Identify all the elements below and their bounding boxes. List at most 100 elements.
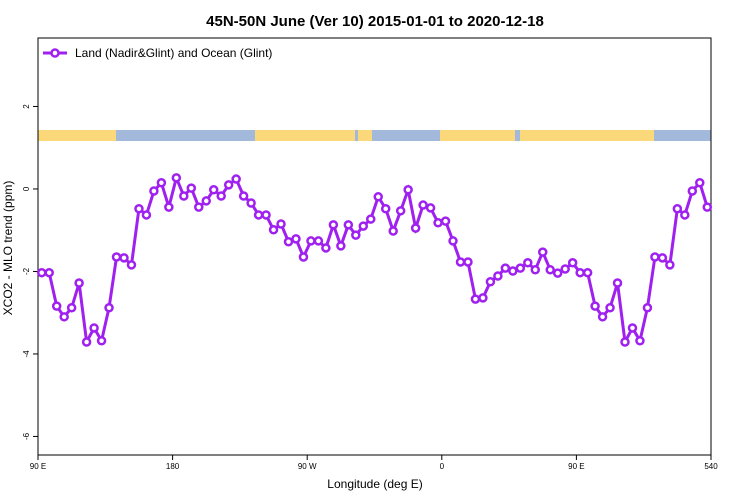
data-point bbox=[336, 241, 346, 251]
data-point bbox=[665, 260, 675, 270]
data-point bbox=[44, 267, 54, 278]
y-tick-label: 2 bbox=[22, 104, 31, 109]
data-point bbox=[455, 257, 466, 267]
data-point bbox=[493, 271, 503, 281]
legend-label: Land (Nadir&Glint) and Ocean (Glint) bbox=[75, 46, 272, 60]
data-point bbox=[515, 263, 526, 273]
data-point bbox=[575, 267, 585, 278]
x-tick-label: 0 bbox=[440, 462, 445, 471]
y-tick-label: 0 bbox=[22, 186, 31, 191]
data-point bbox=[74, 278, 84, 288]
x-tick-label: 180 bbox=[166, 462, 180, 471]
data-point bbox=[36, 267, 47, 278]
data-point bbox=[208, 185, 219, 195]
data-point bbox=[253, 210, 264, 220]
data-point bbox=[395, 206, 406, 216]
x-tick-label: 540 bbox=[704, 462, 718, 471]
data-point bbox=[186, 183, 197, 193]
legend-marker bbox=[50, 48, 60, 58]
data-point bbox=[141, 210, 152, 220]
x-tick-label: 90 W bbox=[298, 462, 317, 471]
data-point bbox=[246, 198, 256, 208]
data-point bbox=[440, 216, 451, 226]
data-point bbox=[695, 178, 705, 188]
data-point bbox=[388, 226, 398, 236]
y-tick-label: -2 bbox=[22, 267, 31, 275]
data-point bbox=[89, 323, 99, 333]
data-point bbox=[126, 260, 137, 270]
data-point bbox=[657, 253, 668, 263]
x-axis-label: Longitude (deg E) bbox=[327, 477, 422, 491]
y-tick-label: -6 bbox=[22, 432, 31, 440]
data-point bbox=[545, 265, 555, 275]
y-axis-label: XCO2 - MLO trend (ppm) bbox=[1, 181, 15, 316]
data-point bbox=[238, 191, 249, 201]
data-point bbox=[111, 252, 122, 262]
data-point bbox=[470, 294, 481, 304]
data-point bbox=[425, 203, 436, 213]
data-point bbox=[680, 210, 690, 220]
data-point bbox=[508, 266, 518, 276]
data-point bbox=[627, 323, 638, 333]
data-point bbox=[380, 204, 391, 214]
data-point bbox=[351, 230, 361, 240]
x-tick-label: 90 E bbox=[30, 462, 46, 471]
data-point bbox=[216, 191, 226, 201]
data-point bbox=[612, 278, 623, 288]
data-point bbox=[201, 196, 211, 206]
data-point bbox=[485, 277, 496, 287]
data-point bbox=[306, 236, 316, 246]
data-point bbox=[179, 191, 189, 201]
data-point bbox=[410, 223, 421, 233]
data-point bbox=[463, 257, 473, 267]
data-point bbox=[590, 301, 600, 311]
data-point bbox=[156, 178, 167, 188]
data-point bbox=[321, 243, 331, 253]
data-point bbox=[134, 204, 144, 214]
data-point bbox=[500, 263, 511, 273]
data-point bbox=[433, 218, 443, 228]
data-point bbox=[268, 225, 279, 235]
data-point bbox=[538, 247, 548, 257]
data-point bbox=[478, 293, 488, 303]
data-point bbox=[650, 252, 660, 262]
data-point bbox=[635, 335, 645, 346]
data-point bbox=[51, 301, 62, 311]
data-point bbox=[261, 210, 271, 220]
data-point bbox=[283, 237, 294, 247]
data-point bbox=[291, 234, 301, 244]
data-point bbox=[81, 337, 92, 347]
data-point bbox=[702, 202, 713, 212]
data-point bbox=[560, 264, 570, 274]
data-point bbox=[448, 236, 458, 246]
data-point bbox=[66, 303, 77, 313]
data-point bbox=[605, 303, 615, 313]
data-point bbox=[687, 186, 698, 196]
land-ocean-band bbox=[38, 130, 711, 141]
data-point bbox=[373, 192, 383, 202]
data-point bbox=[298, 252, 309, 262]
x-tick-label: 90 E bbox=[568, 462, 584, 471]
data-point bbox=[552, 268, 563, 278]
data-point bbox=[119, 253, 129, 263]
data-point bbox=[366, 214, 376, 224]
data-point bbox=[358, 221, 369, 231]
data-point bbox=[523, 258, 533, 268]
data-point bbox=[620, 337, 630, 347]
series-line bbox=[41, 173, 709, 347]
data-point bbox=[149, 186, 159, 196]
data-point bbox=[313, 236, 324, 246]
data-point bbox=[96, 335, 107, 346]
data-point bbox=[672, 204, 683, 214]
data-point bbox=[194, 202, 204, 212]
data-point bbox=[418, 200, 428, 210]
data-point bbox=[276, 219, 286, 229]
plot-frame bbox=[37, 37, 712, 456]
data-point bbox=[59, 312, 69, 322]
data-point bbox=[597, 312, 608, 322]
data-point bbox=[164, 202, 174, 212]
data-point bbox=[642, 303, 653, 313]
data-point bbox=[403, 185, 413, 195]
y-tick-label: -4 bbox=[22, 350, 31, 358]
